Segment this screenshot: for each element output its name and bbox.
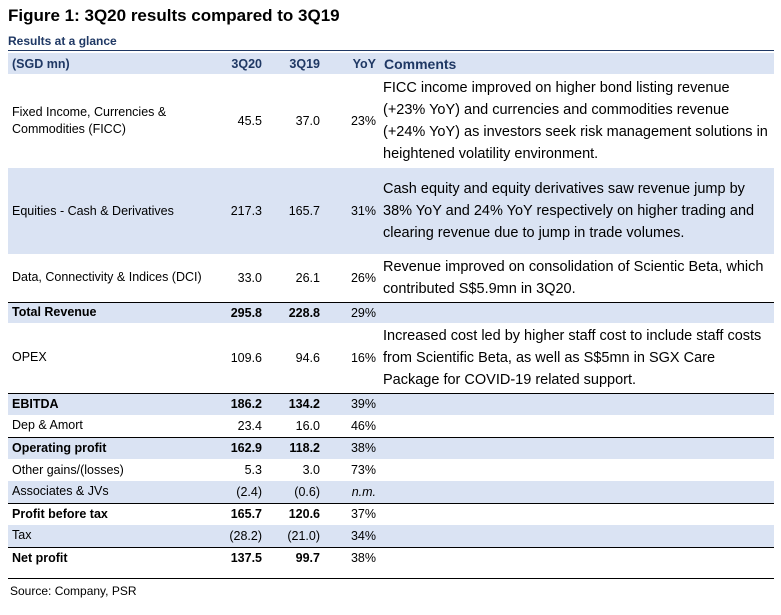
row-3q19: 165.7 [288,204,320,218]
table-bottom-rule [8,578,774,579]
row-3q20: 109.6 [230,350,262,365]
table-row: Fixed Income, Currencies & Commodities (… [8,74,774,168]
header-yoy: YoY [352,56,376,71]
table-row: OPEX 109.6 94.6 16% Increased cost led b… [8,323,774,393]
row-comment [380,546,774,569]
table-row: Total Revenue 295.8 228.8 29% [8,301,774,323]
row-comment [380,436,774,459]
row-3q19: 99.7 [266,546,324,569]
row-yoy: 46% [350,418,376,433]
row-yoy: 37% [324,502,380,525]
row-label: Associates & JVs [12,484,109,499]
header-row: (SGD mn) 3Q20 3Q19 YoY Comments [8,53,774,74]
row-3q19: 118.2 [266,436,324,459]
row-3q19: (21.0) [287,528,320,543]
row-comment: FICC income improved on higher bond list… [383,80,768,162]
row-comment [380,301,774,323]
row-comment [380,502,774,525]
table-row: Operating profit 162.9 118.2 38% [8,436,774,459]
row-label: Equities - Cash & Derivatives [12,203,174,218]
row-comment [380,481,774,503]
row-3q20: 45.5 [237,114,262,128]
table-row: Data, Connectivity & Indices (DCI) 33.0 … [8,254,774,302]
row-comment: Cash equity and equity derivatives saw r… [383,181,755,241]
row-label: Fixed Income, Currencies & Commodities (… [12,105,167,136]
table-row: Net profit 137.5 99.7 38% [8,546,774,569]
header-unit: (SGD mn) [12,56,70,71]
row-3q19: 120.6 [266,502,324,525]
row-3q20: (28.2) [229,528,262,543]
row-yoy: n.m. [351,484,376,499]
table-row: Equities - Cash & Derivatives 217.3 165.… [8,168,774,254]
row-yoy: 16% [350,350,376,365]
row-3q20: 162.9 [208,436,266,459]
subtitle-rule [8,50,774,51]
row-yoy: 38% [324,546,380,569]
table-row: Tax (28.2) (21.0) 34% [8,525,774,547]
row-3q19: 37.0 [295,114,320,128]
table-row: Other gains/(losses) 5.3 3.0 73% [8,459,774,481]
table-row: Profit before tax 165.7 120.6 37% [8,502,774,525]
row-3q20: 5.3 [244,463,262,477]
row-3q20: (2.4) [236,484,262,499]
row-comment [380,525,774,547]
row-comment [380,459,774,481]
row-comment: Increased cost led by higher staff cost … [383,327,762,388]
row-yoy: 73% [350,463,376,477]
row-3q19: 26.1 [295,270,320,285]
row-3q20: 165.7 [208,502,266,525]
table-subtitle: Results at a glance [8,34,117,48]
row-yoy: 38% [324,436,380,459]
header-comments: Comments [384,55,457,72]
row-3q19: 16.0 [295,418,320,433]
row-label: Profit before tax [8,502,208,525]
row-yoy: 26% [350,270,376,285]
row-3q19: 134.2 [266,392,324,415]
figure-title: Figure 1: 3Q20 results compared to 3Q19 [8,6,340,25]
row-label: OPEX [12,350,47,365]
table-row: Associates & JVs (2.4) (0.6) n.m. [8,481,774,503]
row-label: Net profit [8,546,208,569]
row-3q20: 295.8 [208,301,266,323]
row-3q20: 217.3 [230,204,262,218]
row-yoy: 34% [350,528,376,543]
row-3q19: (0.6) [294,484,320,499]
row-label: Tax [12,528,32,543]
row-3q20: 33.0 [237,270,262,285]
row-label: Dep & Amort [12,418,83,433]
row-yoy: 31% [350,204,376,218]
row-3q19: 3.0 [302,463,320,477]
row-label: Other gains/(losses) [12,462,124,477]
row-comment: Revenue improved on consolidation of Sci… [383,258,764,297]
row-3q19: 228.8 [266,301,324,323]
row-3q20: 186.2 [208,392,266,415]
row-3q19: 94.6 [295,350,320,365]
row-3q20: 137.5 [208,546,266,569]
table-row: EBITDA 186.2 134.2 39% [8,392,774,415]
row-label: EBITDA [8,392,208,415]
source-note: Source: Company, PSR [10,584,137,598]
row-yoy: 29% [324,301,380,323]
row-comment [380,415,774,437]
row-label: Data, Connectivity & Indices (DCI) [12,270,202,285]
row-label: Total Revenue [8,301,208,323]
header-3q20: 3Q20 [231,56,262,71]
row-yoy: 23% [350,114,376,128]
header-3q19: 3Q19 [289,56,320,71]
row-3q20: 23.4 [237,418,262,433]
row-label: Operating profit [8,436,208,459]
row-comment [380,392,774,415]
table-row: Dep & Amort 23.4 16.0 46% [8,415,774,437]
results-table: (SGD mn) 3Q20 3Q19 YoY Comments Fixed In… [8,53,774,569]
row-yoy: 39% [324,392,380,415]
